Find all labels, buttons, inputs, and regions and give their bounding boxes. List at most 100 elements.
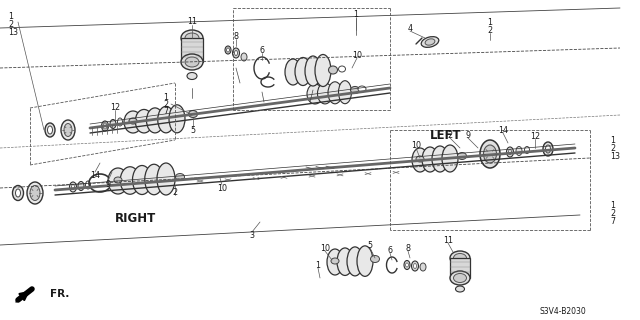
Ellipse shape <box>450 271 470 285</box>
Text: 5: 5 <box>191 125 196 134</box>
Text: 10: 10 <box>352 51 362 60</box>
Ellipse shape <box>307 84 323 104</box>
Text: RIGHT: RIGHT <box>115 212 156 225</box>
Ellipse shape <box>135 109 153 133</box>
Text: 11: 11 <box>187 17 197 26</box>
Ellipse shape <box>347 247 363 276</box>
Ellipse shape <box>416 156 424 162</box>
Ellipse shape <box>357 246 373 276</box>
Text: 4: 4 <box>408 23 413 33</box>
Ellipse shape <box>61 120 75 140</box>
Ellipse shape <box>358 86 366 92</box>
Ellipse shape <box>157 106 174 133</box>
Text: 2: 2 <box>447 131 452 140</box>
Ellipse shape <box>189 110 198 117</box>
Ellipse shape <box>181 54 203 70</box>
Ellipse shape <box>129 118 137 124</box>
Ellipse shape <box>227 48 230 52</box>
Ellipse shape <box>351 86 360 93</box>
Polygon shape <box>181 38 203 62</box>
Text: 1: 1 <box>316 260 321 269</box>
Text: 3: 3 <box>250 230 255 239</box>
Ellipse shape <box>285 59 301 85</box>
Text: 2: 2 <box>163 100 168 108</box>
Ellipse shape <box>412 148 428 172</box>
Text: 14: 14 <box>90 171 100 180</box>
Ellipse shape <box>454 274 467 283</box>
Text: 8: 8 <box>406 244 410 252</box>
Ellipse shape <box>30 186 40 201</box>
Text: 13: 13 <box>8 28 18 36</box>
Ellipse shape <box>295 58 311 85</box>
Ellipse shape <box>114 177 122 183</box>
Ellipse shape <box>412 261 419 271</box>
Text: 2: 2 <box>610 209 615 218</box>
Ellipse shape <box>371 255 380 262</box>
Ellipse shape <box>45 123 55 137</box>
Text: 1: 1 <box>488 18 493 27</box>
Ellipse shape <box>72 185 74 189</box>
Ellipse shape <box>483 145 497 163</box>
Text: LEFT: LEFT <box>430 129 461 141</box>
Text: 5: 5 <box>367 241 372 250</box>
Ellipse shape <box>331 258 339 264</box>
Ellipse shape <box>317 83 333 104</box>
Text: 8: 8 <box>234 31 239 41</box>
Ellipse shape <box>450 251 470 265</box>
Text: 1: 1 <box>610 201 615 210</box>
Text: 10: 10 <box>320 244 330 252</box>
Ellipse shape <box>425 39 435 45</box>
Ellipse shape <box>15 189 20 197</box>
Ellipse shape <box>315 54 331 86</box>
Text: 2: 2 <box>172 188 177 196</box>
Ellipse shape <box>432 146 448 172</box>
Text: 10: 10 <box>217 183 227 193</box>
Ellipse shape <box>241 53 247 61</box>
Ellipse shape <box>305 56 321 86</box>
Ellipse shape <box>442 145 458 172</box>
Ellipse shape <box>64 124 72 137</box>
Text: 14: 14 <box>498 125 508 134</box>
Ellipse shape <box>406 263 408 267</box>
Ellipse shape <box>327 249 343 275</box>
Ellipse shape <box>421 36 439 47</box>
Ellipse shape <box>157 163 175 195</box>
Ellipse shape <box>337 248 353 276</box>
Text: 1: 1 <box>8 12 13 20</box>
Ellipse shape <box>225 46 231 54</box>
Ellipse shape <box>120 167 140 194</box>
Ellipse shape <box>103 123 107 129</box>
Ellipse shape <box>339 66 346 72</box>
Ellipse shape <box>108 168 128 194</box>
Ellipse shape <box>480 140 500 168</box>
Ellipse shape <box>232 48 239 58</box>
Ellipse shape <box>78 181 84 190</box>
Ellipse shape <box>404 260 410 269</box>
Ellipse shape <box>181 30 203 46</box>
Ellipse shape <box>175 173 184 180</box>
Ellipse shape <box>124 111 142 133</box>
Text: 2: 2 <box>488 26 493 35</box>
Ellipse shape <box>413 263 417 268</box>
Ellipse shape <box>13 186 24 201</box>
Ellipse shape <box>543 142 553 156</box>
Ellipse shape <box>145 164 163 195</box>
Ellipse shape <box>420 263 426 271</box>
Text: 9: 9 <box>465 131 470 140</box>
Ellipse shape <box>187 73 197 79</box>
Ellipse shape <box>456 286 465 292</box>
Ellipse shape <box>458 153 467 159</box>
Text: 12: 12 <box>530 132 540 140</box>
Text: 10: 10 <box>411 140 421 149</box>
Text: 11: 11 <box>443 236 453 244</box>
Ellipse shape <box>506 147 513 157</box>
Text: 1: 1 <box>163 92 168 101</box>
Ellipse shape <box>169 105 185 133</box>
Text: 12: 12 <box>110 102 120 111</box>
Ellipse shape <box>454 253 467 262</box>
Ellipse shape <box>110 119 116 129</box>
Ellipse shape <box>27 182 43 204</box>
Ellipse shape <box>147 108 163 133</box>
Text: 7: 7 <box>163 107 168 116</box>
Ellipse shape <box>102 121 109 131</box>
